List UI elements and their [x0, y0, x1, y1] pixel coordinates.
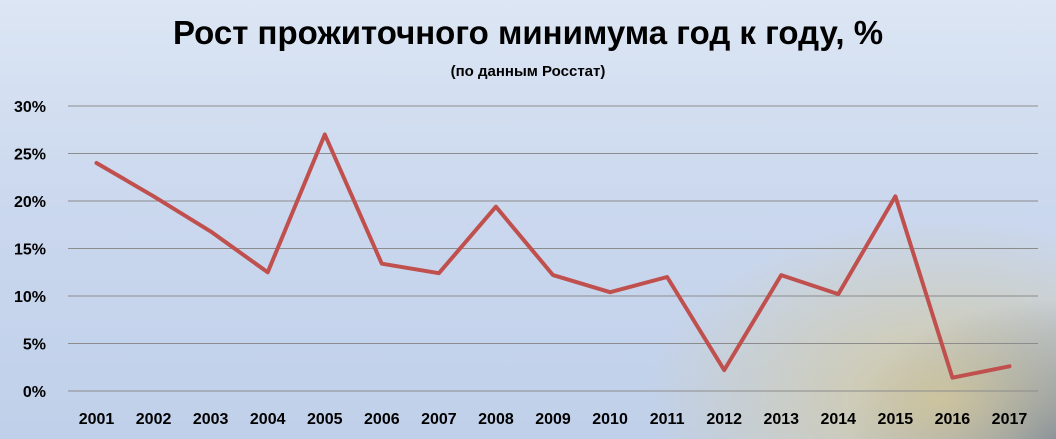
x-tick-label: 2008 [478, 411, 514, 428]
y-tick-label: 0% [23, 384, 46, 401]
x-tick-label: 2002 [136, 411, 172, 428]
series-line [94, 132, 1012, 380]
x-tick-label: 2004 [250, 411, 286, 428]
y-tick-label: 15% [14, 242, 46, 259]
y-tick-label: 30% [14, 99, 46, 116]
x-tick-label: 2015 [878, 411, 914, 428]
y-tick-label: 20% [14, 194, 46, 211]
x-tick-label: 2001 [79, 411, 115, 428]
x-tick-label: 2011 [650, 411, 685, 428]
x-tick-label: 2007 [421, 411, 457, 428]
y-tick-label: 10% [14, 289, 46, 306]
x-tick-label: 2006 [364, 411, 400, 428]
x-tick-label: 2009 [535, 411, 571, 428]
x-tick-label: 2003 [193, 411, 229, 428]
x-tick-label: 2005 [307, 411, 343, 428]
x-tick-label: 2016 [935, 411, 971, 428]
x-tick-label: 2017 [992, 411, 1028, 428]
chart-title: Рост прожиточного минимума год к году, % [172, 14, 884, 51]
y-tick-label: 5% [23, 337, 46, 354]
x-tick-label: 2013 [763, 411, 799, 428]
y-tick-label: 25% [14, 147, 46, 164]
chart-subtitle: (по данным Росстат) [450, 63, 606, 80]
x-tick-label: 2012 [706, 411, 742, 428]
x-tick-label: 2014 [820, 411, 856, 428]
x-tick-label: 2010 [592, 411, 628, 428]
